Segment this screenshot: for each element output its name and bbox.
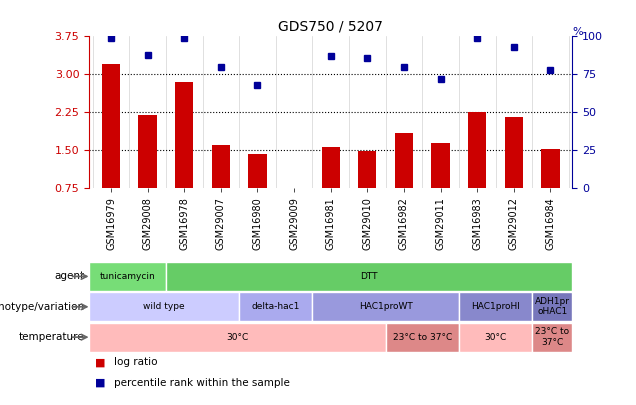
Text: 30°C: 30°C (226, 333, 249, 342)
Bar (89, 262, 166, 291)
Text: temperature: temperature (18, 332, 84, 342)
Bar (212, 145, 230, 188)
Text: DTT: DTT (361, 272, 378, 281)
Text: HAC1proHI: HAC1proHI (471, 302, 520, 311)
Text: %: % (572, 27, 583, 37)
Bar (468, 113, 487, 188)
Bar (312, 292, 459, 322)
Text: tunicamycin: tunicamycin (100, 272, 155, 281)
Bar (532, 322, 572, 352)
Bar (175, 82, 193, 188)
Bar (459, 292, 532, 322)
Bar (385, 322, 459, 352)
Text: percentile rank within the sample: percentile rank within the sample (114, 378, 291, 388)
Bar (541, 149, 560, 188)
Text: log ratio: log ratio (114, 358, 158, 367)
Bar (166, 262, 572, 291)
Text: ADH1pr
oHAC1: ADH1pr oHAC1 (535, 297, 570, 316)
Bar (89, 292, 239, 322)
Bar (322, 147, 340, 188)
Text: ■: ■ (95, 358, 106, 367)
Text: delta-hac1: delta-hac1 (252, 302, 300, 311)
Bar (504, 117, 523, 188)
Bar (532, 292, 572, 322)
Bar (431, 143, 450, 188)
Text: HAC1proWT: HAC1proWT (359, 302, 413, 311)
Bar (139, 115, 157, 188)
Text: ■: ■ (95, 378, 106, 388)
Text: genotype/variation: genotype/variation (0, 302, 84, 312)
Bar (248, 154, 266, 188)
Text: 23°C to
37°C: 23°C to 37°C (536, 328, 569, 347)
Title: GDS750 / 5207: GDS750 / 5207 (279, 20, 383, 34)
Bar (395, 133, 413, 188)
Text: wild type: wild type (143, 302, 185, 311)
Bar (239, 292, 312, 322)
Text: 30°C: 30°C (485, 333, 507, 342)
Bar (358, 151, 377, 188)
Text: agent: agent (54, 271, 84, 281)
Bar (89, 322, 385, 352)
Bar (102, 64, 120, 188)
Bar (459, 322, 532, 352)
Text: 23°C to 37°C: 23°C to 37°C (392, 333, 452, 342)
